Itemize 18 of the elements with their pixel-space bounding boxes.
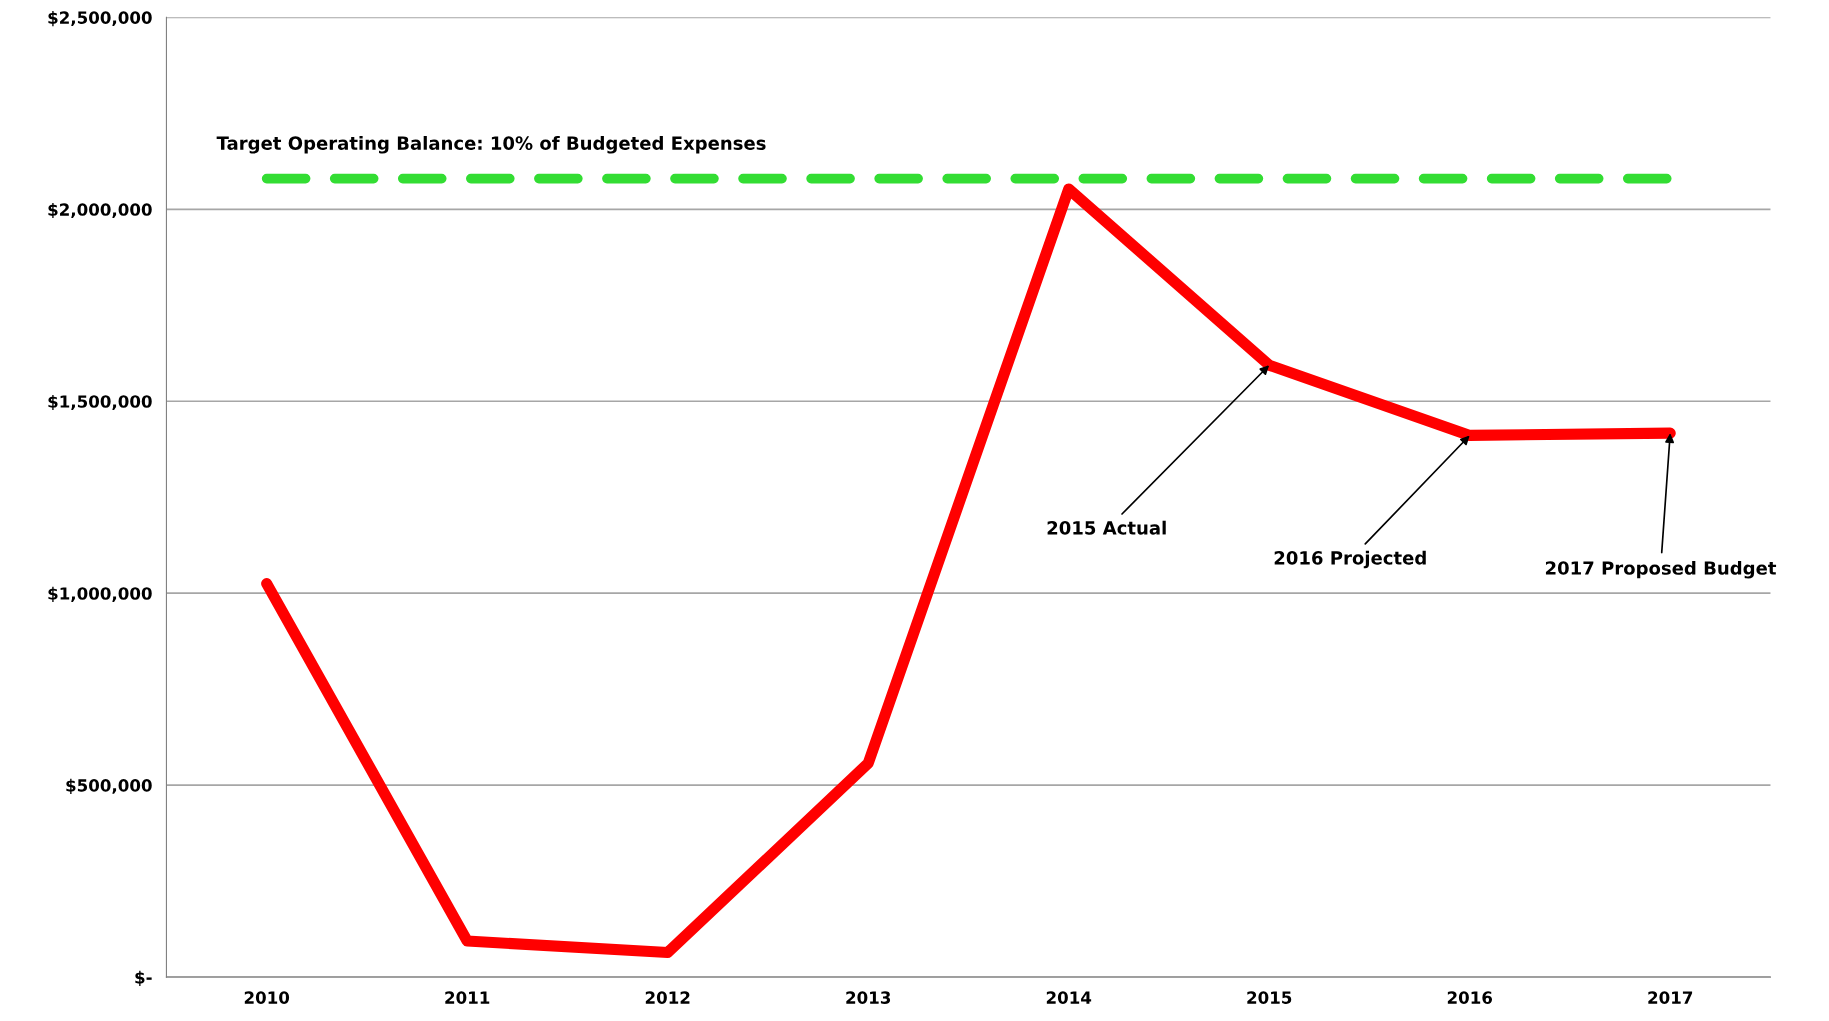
- annotation: 2017 Proposed Budget: [1545, 560, 1777, 579]
- x-tick-label: 2010: [244, 991, 290, 1004]
- x-tick-label: 2017: [1648, 991, 1693, 1004]
- y-tick-label: $500,000: [66, 778, 152, 794]
- x-tick-label: 2014: [1046, 991, 1092, 1004]
- x-tick-label: 2011: [445, 991, 490, 1004]
- x-tick-label: 2015: [1247, 991, 1292, 1004]
- x-tick-label: 2016: [1447, 991, 1493, 1004]
- annotation: Target Operating Balance: 10% of Budgeted Expenses: [216, 135, 766, 154]
- annotation: 2016 Projected: [1274, 550, 1426, 569]
- y-tick-label: $1,500,000: [48, 394, 152, 411]
- y-tick-label: $1,000,000: [48, 586, 152, 602]
- y-tick-label: $-: [135, 970, 152, 986]
- y-tick-label: $2,000,000: [48, 202, 152, 219]
- x-tick-label: 2013: [846, 991, 891, 1004]
- y-tick-label: $2,500,000: [48, 11, 152, 27]
- x-tick-label: 2012: [645, 991, 690, 1004]
- annotation: 2015 Actual: [1047, 520, 1166, 535]
